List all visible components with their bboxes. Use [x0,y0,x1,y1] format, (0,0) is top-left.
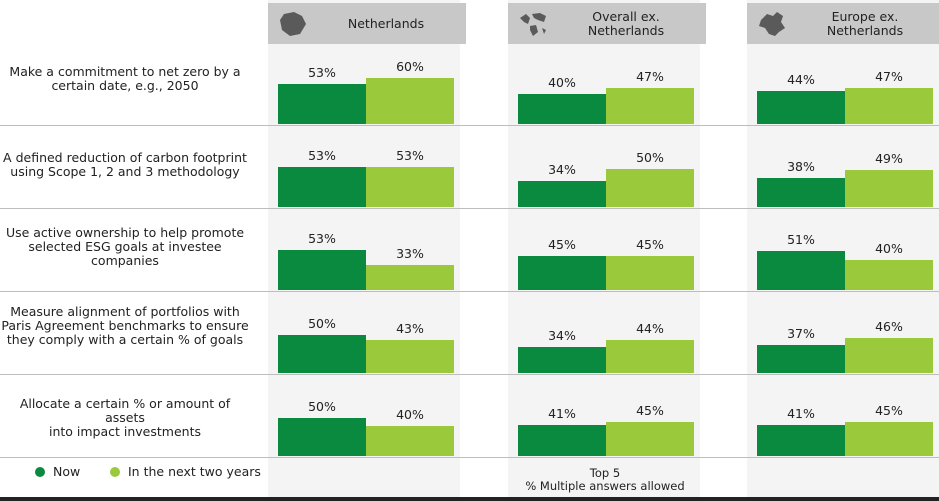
value-label-now-p1-r0: 40% [548,75,576,90]
value-label-now-p2-r3: 37% [787,326,815,341]
row-separator-0 [0,125,939,126]
bar-next-p1-r3 [606,340,694,373]
value-label-next-p2-r3: 46% [875,319,903,334]
bar-now-p2-r2 [757,251,845,290]
value-label-next-p2-r0: 47% [875,69,903,84]
bar-now-p0-r3 [278,335,366,373]
bar-now-p1-r1 [518,181,606,207]
bar-next-p2-r1 [845,170,933,207]
bar-now-p0-r0 [278,84,366,124]
value-label-now-p0-r1: 53% [308,148,336,163]
bar-now-p1-r0 [518,94,606,124]
bar-next-p2-r0 [845,88,933,124]
bar-next-p1-r0 [606,88,694,124]
value-label-now-p1-r3: 34% [548,328,576,343]
category-label-4: Allocate a certain % or amount of assets… [19,396,231,439]
bar-now-p1-r2 [518,256,606,290]
value-label-next-p0-r0: 60% [396,59,424,74]
bar-now-p2-r4 [757,425,845,456]
value-label-next-p2-r1: 49% [875,151,903,166]
value-label-now-p1-r2: 45% [548,237,576,252]
bar-now-p0-r1 [278,167,366,207]
bar-next-p0-r0 [366,78,454,124]
value-label-now-p0-r0: 53% [308,65,336,80]
netherlands-map-icon [280,12,306,36]
legend-next-label: In the next two years [128,464,261,479]
row-separator-4 [0,457,939,458]
panel-background-2 [747,0,939,501]
value-label-next-p0-r3: 43% [396,321,424,336]
footnote-answers: % Multiple answers allowed [525,479,685,493]
bar-now-p1-r4 [518,425,606,456]
bar-now-p2-r0 [757,91,845,124]
value-label-next-p1-r1: 50% [636,150,664,165]
footnote-top: Top 5 [589,466,621,480]
category-label-2: Use active ownership to help promote sel… [5,225,245,268]
value-label-now-p0-r3: 50% [308,316,336,331]
value-label-next-p1-r3: 44% [636,321,664,336]
bar-next-p0-r1 [366,167,454,207]
value-label-next-p1-r0: 47% [636,69,664,84]
value-label-now-p2-r1: 38% [787,159,815,174]
value-label-next-p1-r4: 45% [636,403,664,418]
value-label-next-p2-r4: 45% [875,403,903,418]
bar-now-p0-r2 [278,250,366,290]
europe-map-icon [759,12,785,36]
panel-header-0: Netherlands [268,3,466,44]
bar-next-p1-r2 [606,256,694,290]
value-label-now-p2-r2: 51% [787,232,815,247]
world-map-icon [520,13,546,36]
value-label-now-p1-r1: 34% [548,162,576,177]
bar-now-p2-r3 [757,345,845,373]
legend-next: In the next two years [110,464,261,479]
value-label-next-p0-r1: 53% [396,148,424,163]
bar-now-p2-r1 [757,178,845,207]
bar-next-p1-r4 [606,422,694,456]
legend-now: Now [35,464,80,479]
category-label-1: A defined reduction of carbon footprint … [3,150,247,179]
value-label-now-p0-r4: 50% [308,399,336,414]
panel-title-2: Europe ex. Netherlands [826,8,904,38]
row-separator-1 [0,208,939,209]
category-label-3: Measure alignment of portfolios with Par… [1,304,249,347]
value-label-now-p1-r4: 41% [548,406,576,421]
value-label-now-p2-r0: 44% [787,72,815,87]
panel-header-1: Overall ex. Netherlands [508,3,706,44]
legend-now-swatch [35,466,45,477]
value-label-next-p2-r2: 40% [875,241,903,256]
row-separator-3 [0,374,939,375]
value-label-now-p0-r2: 53% [308,231,336,246]
category-label-0: Make a commitment to net zero by a certa… [9,64,241,93]
panel-header-2: Europe ex. Netherlands [747,3,939,44]
bar-now-p0-r4 [278,418,366,456]
value-label-next-p0-r4: 40% [396,407,424,422]
bar-next-p2-r3 [845,338,933,373]
panel-background-1 [508,0,700,501]
legend-now-label: Now [53,464,81,479]
panel-title-1: Overall ex. Netherlands [587,8,665,38]
value-label-now-p2-r4: 41% [787,406,815,421]
value-label-next-p0-r2: 33% [396,246,424,261]
bar-next-p0-r2 [366,265,454,290]
row-separator-2 [0,291,939,292]
bar-next-p2-r4 [845,422,933,456]
bar-next-p1-r1 [606,169,694,207]
bottom-rule [0,497,939,501]
bar-next-p2-r2 [845,260,933,290]
panel-title-0: Netherlands [347,15,425,31]
bar-next-p0-r3 [366,340,454,373]
bar-now-p1-r3 [518,347,606,373]
value-label-next-p1-r2: 45% [636,237,664,252]
bar-next-p0-r4 [366,426,454,456]
legend-next-swatch [110,466,120,477]
